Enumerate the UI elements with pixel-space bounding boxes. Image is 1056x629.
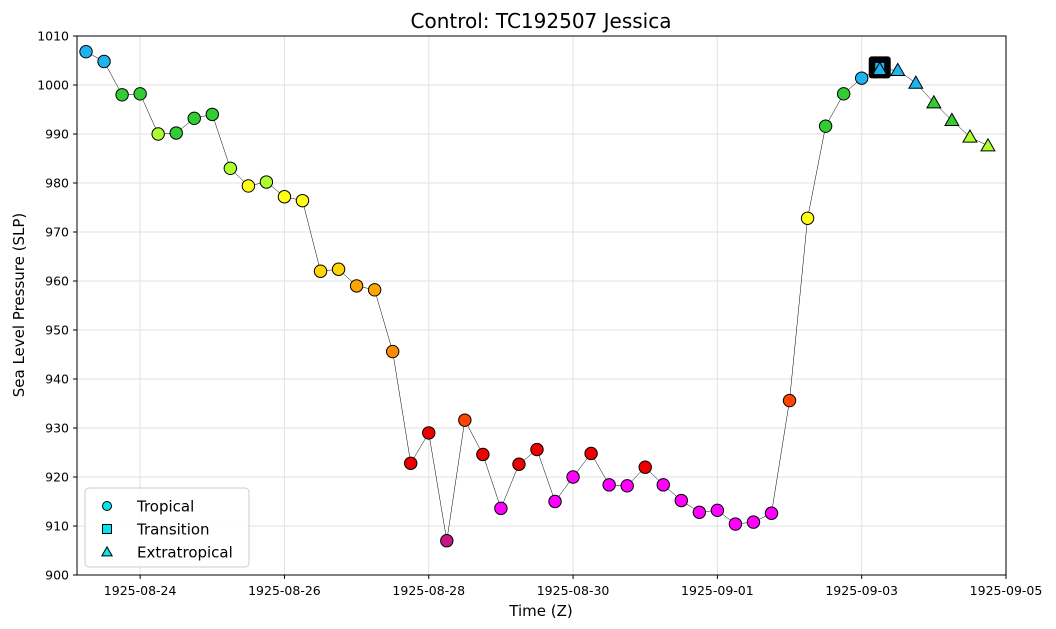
tropical-point	[367, 283, 382, 297]
tropical-point	[602, 478, 616, 492]
tropical-point	[458, 413, 472, 427]
y-tick-label: 940	[45, 372, 69, 387]
tropical-point	[638, 460, 652, 474]
legend-marker-tropical	[102, 501, 112, 511]
tropical-point	[818, 119, 833, 133]
legend-label-extratropical: Extratropical	[137, 544, 233, 562]
tropical-point	[97, 54, 111, 69]
x-tick-label: 1925-08-24	[104, 583, 177, 598]
extratropical-point	[980, 137, 996, 152]
tropical-point	[404, 456, 418, 470]
extratropical-point	[871, 61, 888, 75]
y-axis-title: Sea Level Pressure (SLP)	[10, 213, 28, 398]
track-line	[85, 51, 989, 541]
tropical-point	[241, 179, 256, 193]
tropical-point	[115, 88, 129, 102]
legend-box	[84, 487, 250, 568]
tropical-point	[854, 71, 869, 85]
extratropical-point	[908, 75, 924, 89]
legend-label-transition: Transition	[136, 521, 210, 539]
y-tick-label: 1010	[37, 29, 69, 44]
tropical-point	[782, 393, 797, 408]
x-tick-label: 1925-09-01	[681, 583, 754, 598]
y-tick-label: 980	[45, 176, 69, 191]
tropical-point	[205, 107, 219, 122]
tropical-point	[440, 534, 454, 548]
y-tick-label: 910	[45, 519, 69, 534]
series-marker-layer	[79, 44, 996, 548]
tropical-point	[584, 446, 598, 461]
extratropical-point	[890, 62, 906, 76]
tropical-point	[548, 494, 562, 509]
tropical-point	[620, 479, 634, 493]
tropical-point	[133, 87, 147, 101]
tropical-point	[530, 442, 544, 457]
tropical-point	[710, 503, 725, 518]
y-tick-label: 970	[45, 225, 69, 240]
x-axis-title: Time (Z)	[508, 602, 572, 620]
x-axis-ticks: 1925-08-24 1925-08-26 1925-08-28 1925-08-30…	[104, 575, 1043, 598]
tropical-point	[656, 478, 670, 492]
tropical-point	[349, 279, 364, 293]
tropical-point	[836, 87, 851, 101]
y-tick-label: 900	[45, 568, 69, 583]
tropical-point	[800, 211, 815, 225]
x-tick-label: 1925-08-30	[537, 583, 610, 598]
chart-title: Control: TC192507 Jessica	[411, 9, 672, 33]
tropical-point	[259, 175, 274, 189]
legend-marker-extratropical	[100, 545, 114, 557]
tropical-point	[151, 127, 165, 141]
extratropical-point	[944, 112, 960, 126]
tropical-point	[223, 161, 238, 176]
legend-items: Tropical Transition Extratropical	[100, 498, 233, 562]
legend-label-tropical: Tropical	[136, 498, 194, 516]
y-tick-label: 990	[45, 127, 69, 142]
x-tick-label: 1925-08-26	[248, 583, 321, 598]
tropical-point	[764, 506, 779, 520]
tropical-point	[674, 493, 689, 508]
tropical-point	[313, 264, 328, 278]
y-axis-ticks: 900 910 920 930 940 950 960 970 980 990 1000 1010	[37, 29, 77, 583]
tropical-point	[169, 126, 183, 140]
extratropical-point	[962, 129, 978, 143]
tropical-point	[476, 447, 490, 462]
y-tick-label: 960	[45, 274, 69, 289]
tropical-point	[385, 344, 400, 359]
x-tick-label: 1925-08-28	[392, 583, 465, 598]
tropical-point	[331, 262, 346, 276]
tropical-point	[692, 505, 707, 519]
plot-frame	[76, 35, 1007, 576]
y-tick-label: 950	[45, 323, 69, 338]
y-tick-label: 930	[45, 421, 69, 436]
tropical-point	[277, 190, 292, 204]
tropical-point	[566, 470, 580, 484]
tropical-point	[494, 501, 508, 516]
tropical-point	[728, 517, 743, 531]
tropical-point	[746, 515, 761, 529]
tropical-point	[422, 426, 436, 440]
legend-marker-transition	[102, 524, 112, 534]
x-tick-label: 1925-09-03	[825, 583, 898, 598]
grid-layer	[77, 36, 1007, 575]
x-tick-label: 1925-09-05	[970, 583, 1043, 598]
y-tick-label: 920	[45, 470, 69, 485]
extratropical-point	[926, 94, 942, 109]
tropical-point	[295, 193, 310, 208]
tropical-point	[512, 457, 526, 471]
y-tick-label: 1000	[37, 78, 69, 93]
tropical-point	[79, 44, 93, 59]
tropical-point	[187, 111, 201, 126]
series-line-layer	[85, 51, 989, 541]
legend: Tropical Transition Extratropical	[84, 487, 250, 568]
